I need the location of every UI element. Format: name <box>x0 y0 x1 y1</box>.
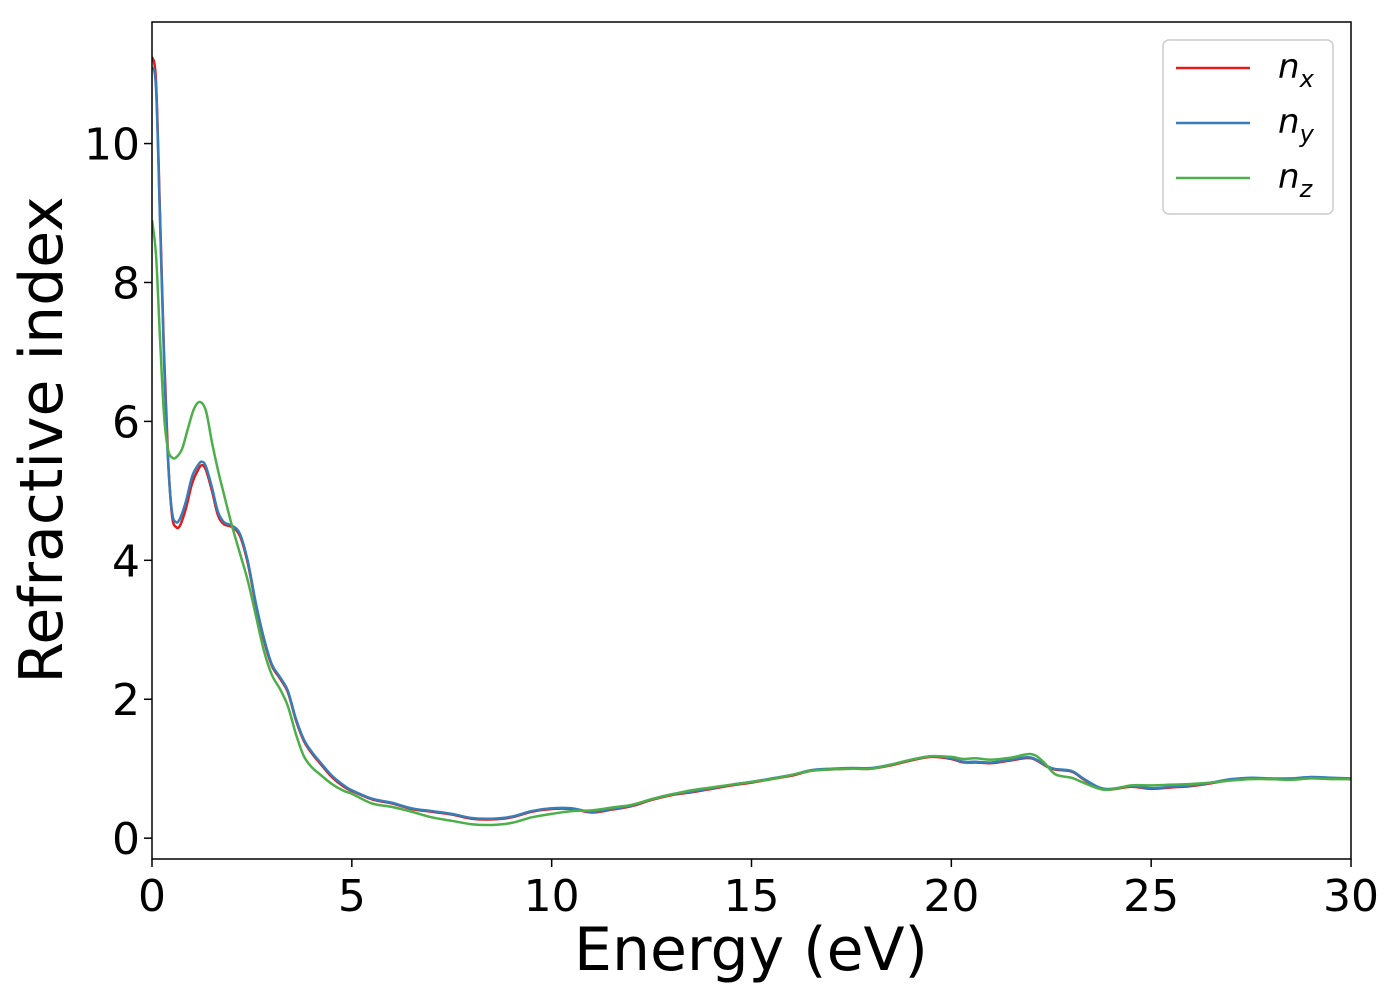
y-tick-label: 0 <box>112 814 140 865</box>
x-axis-title: Energy (eV) <box>574 915 928 985</box>
series-line-ny <box>152 66 1351 821</box>
series-line-nz <box>152 219 1351 827</box>
x-axis: 0 5 10 15 20 25 30 <box>138 859 1379 922</box>
x-tick-label: 20 <box>923 871 979 922</box>
y-axis: 0 2 4 6 8 10 <box>84 120 152 865</box>
x-tick-label: 10 <box>524 871 580 922</box>
y-tick-label: 10 <box>84 120 140 171</box>
x-tick-label: 25 <box>1123 871 1179 922</box>
y-tick-label: 4 <box>112 536 140 587</box>
series-layer <box>152 56 1351 827</box>
y-tick-label: 6 <box>112 397 140 448</box>
legend-box <box>1162 39 1334 215</box>
x-tick-label: 5 <box>338 871 366 922</box>
y-axis-title: Refractive index <box>7 196 77 683</box>
x-tick-label: 0 <box>138 871 166 922</box>
y-tick-label: 8 <box>112 258 140 309</box>
x-tick-label: 30 <box>1323 871 1379 922</box>
y-tick-label: 2 <box>112 675 140 726</box>
x-tick-label: 15 <box>724 871 780 922</box>
